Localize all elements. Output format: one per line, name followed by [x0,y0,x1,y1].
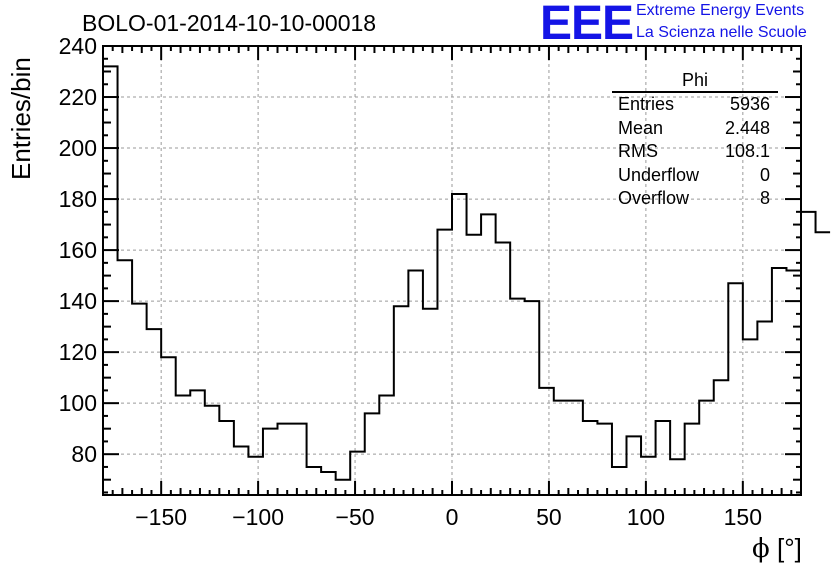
histogram-bin [554,401,569,495]
histogram-bin [772,268,787,495]
histogram-bin [423,309,438,495]
stats-row-rms: RMS 108.1 [612,140,778,164]
histogram-bin [350,452,365,495]
x-tick-label: 0 [446,504,459,530]
stats-value: 2.448 [724,117,770,138]
histogram-bin [757,322,772,495]
histogram-bin [452,194,467,495]
stats-label: Overflow [618,188,690,208]
histogram-bin [539,388,554,495]
stats-value: 108.1 [724,141,770,161]
histogram-bin [205,406,220,495]
histogram-bin [568,401,583,495]
histogram-bin [248,457,263,495]
x-axis-symbol: ϕ [752,534,770,564]
stats-label: Mean [618,117,664,138]
histogram-bin [467,235,482,495]
y-tick-label: 200 [59,135,97,161]
histogram-bin [685,424,700,495]
stats-value: 5936 [729,94,770,114]
stats-row-underflow: Underflow 0 [612,164,778,188]
y-axis-label: Entries/bin [6,57,36,180]
histogram-bin [627,436,642,495]
grid [103,46,801,495]
histogram-bin [743,339,758,495]
histogram-bin [525,301,540,495]
histogram-bin [118,260,133,495]
x-tick-label: −50 [336,504,375,530]
logo-line-1: Extreme Energy Events [636,2,805,19]
eee-logo: EEE [540,0,634,50]
stats-label: RMS [618,141,658,161]
histogram-line [102,65,831,495]
stats-title: Phi [612,70,778,93]
chart-title: BOLO-01-2014-10-10-00018 [82,10,377,36]
x-tick-label: 150 [724,504,762,530]
y-tick-label: 180 [59,186,97,212]
histogram-bin [307,467,322,495]
axes: −150 −100 −50 0 50 100 15080100120140160180200… [59,33,801,530]
histogram-bin [481,214,496,495]
stats-value: 8 [759,188,770,208]
histogram-bin [103,66,118,495]
histogram-bin [365,413,380,495]
histogram-bin [670,459,685,495]
stats-label: Entries [618,94,675,114]
stats-row-entries: Entries 5936 [612,93,778,117]
x-tick-label: −150 [135,504,187,530]
histogram-bin [336,480,351,495]
y-tick-label: 220 [59,84,97,110]
histogram-bin [816,232,831,495]
histogram-bin [597,424,612,495]
histogram-bin [583,421,598,495]
histogram-bin [641,457,656,495]
histogram-bin [437,230,452,495]
histogram-bin [292,424,307,495]
histogram-bin [321,472,336,495]
y-tick-label: 120 [59,339,97,365]
histogram-series [102,65,831,496]
histogram-bin [176,396,191,495]
y-tick-label: 100 [59,390,97,416]
logo-line-2: La Scienza nelle Scuole [636,24,807,41]
histogram-bin [379,396,394,495]
histogram-bin [263,429,278,495]
stats-value: 0 [759,164,770,185]
histogram-bin [278,424,293,495]
stats-box: Phi Entries 5936 Mean 2.448 RMS 108.1 Un… [612,70,778,211]
y-tick-label: 140 [59,288,97,314]
stats-row-mean: Mean 2.448 [612,117,778,141]
histogram-bin [394,306,409,495]
stats-row-overflow: Overflow 8 [612,187,778,211]
histogram-bin [656,421,671,495]
histogram-bin [219,421,234,495]
histogram-bin [408,271,423,496]
stats-label: Underflow [618,164,700,185]
histogram-bin [510,299,525,495]
histogram-bin [161,357,176,495]
histogram-bin [699,401,714,495]
histogram-bin [132,304,147,495]
x-axis-label: ϕ [°] [752,533,802,564]
x-tick-label: 50 [536,504,562,530]
histogram-bin [190,390,205,495]
histogram-bin [728,283,743,495]
y-tick-label: 160 [59,237,97,263]
histogram-bin [612,467,627,495]
x-tick-label: 100 [627,504,665,530]
histogram-bin [496,242,511,495]
histogram-bin [801,212,816,495]
histogram-bin [147,329,162,495]
y-tick-label: 80 [71,441,97,467]
x-axis-unit: [°] [776,533,802,563]
x-tick-label: −100 [232,504,284,530]
histogram-bin [786,271,801,496]
histogram-bin [714,380,729,495]
y-tick-label: 240 [59,33,97,59]
histogram-bin [234,447,249,495]
